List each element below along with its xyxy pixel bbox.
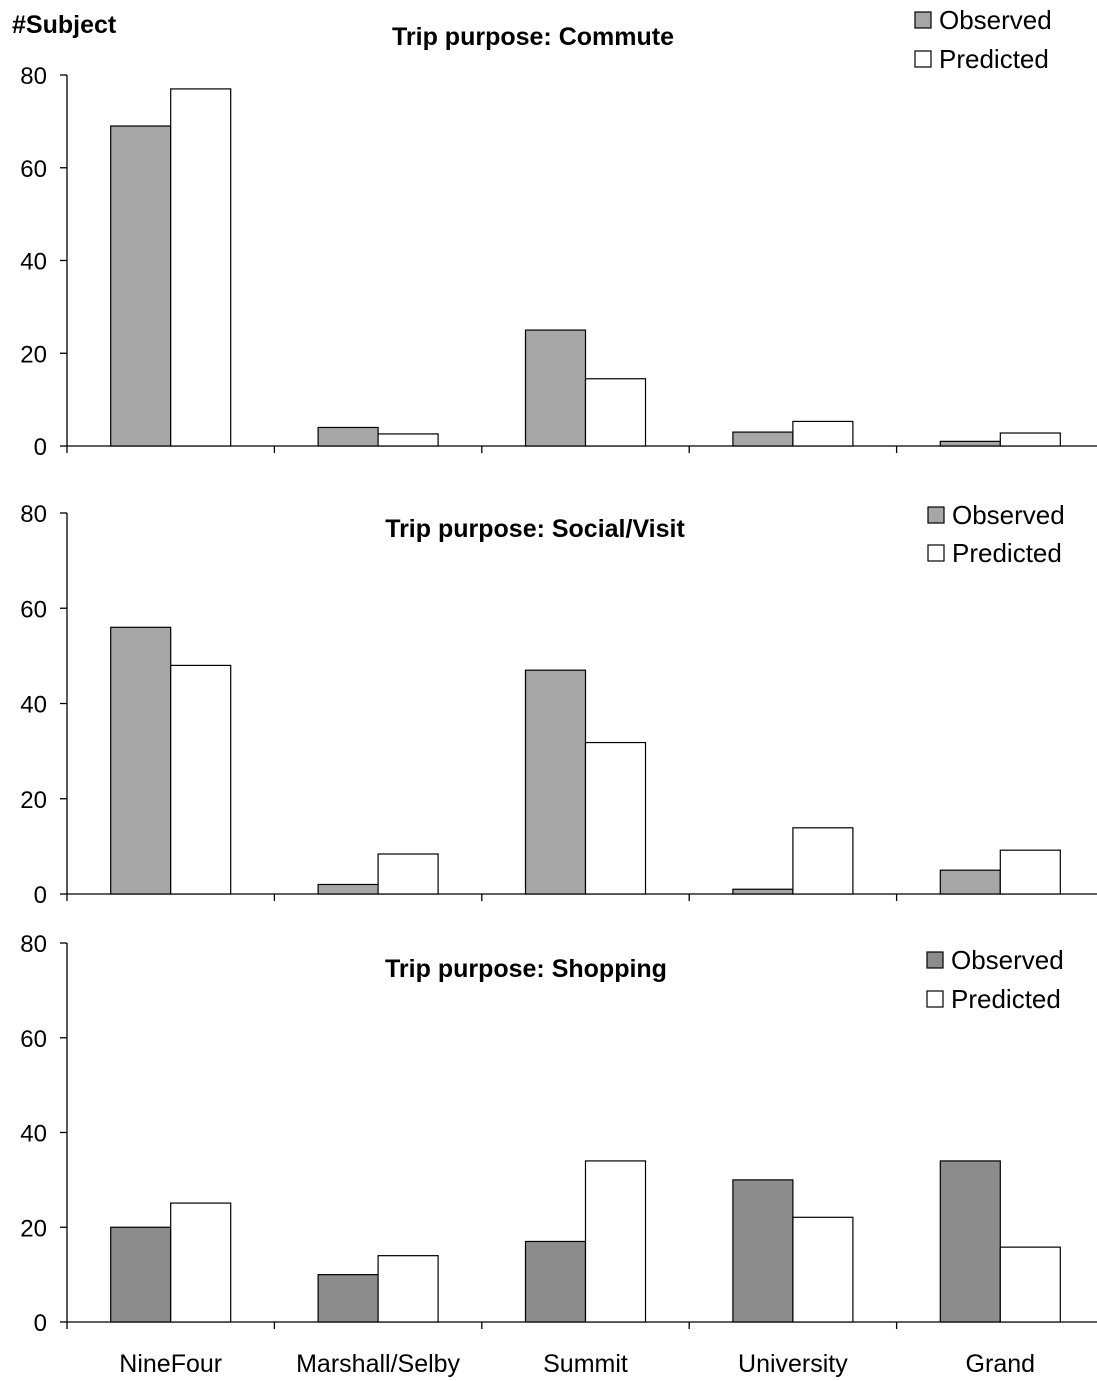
- x-tick-label: University: [738, 1350, 848, 1378]
- legend-label-observed: Observed: [952, 500, 1065, 530]
- bar-predicted-marshall-selby: [377, 1255, 439, 1323]
- y-tick-label: 20: [20, 1215, 47, 1242]
- legend-swatch-predicted: [927, 544, 945, 562]
- legend-label-predicted: Predicted: [939, 44, 1049, 74]
- y-tick-label: 20: [20, 787, 47, 814]
- bar-predicted-ninefour: [170, 88, 232, 447]
- y-tick-label: 80: [20, 63, 47, 90]
- bar-predicted-summit: [584, 378, 647, 447]
- legend: Observed Predicted: [926, 945, 1064, 1014]
- legend-swatch-observed: [914, 11, 932, 29]
- legend-swatch-observed: [926, 951, 944, 969]
- chart-panel-1: 0 20 40 60 80 Trip purpose: Commute Observed Pr…: [20, 5, 1097, 461]
- legend-swatch-predicted: [914, 50, 932, 68]
- y-tick-label: 40: [20, 1121, 47, 1148]
- legend: Observed Predicted: [927, 500, 1065, 568]
- legend-label-predicted: Predicted: [952, 538, 1062, 568]
- bar-observed-university: [732, 431, 794, 447]
- bar-observed-summit: [524, 329, 587, 447]
- bar-predicted-marshall-selby: [377, 853, 439, 895]
- bar-observed-ninefour: [110, 626, 172, 895]
- bar-observed-grand: [939, 440, 1001, 447]
- y-tick-label: 60: [20, 1026, 47, 1053]
- bar-predicted-summit: [584, 1160, 647, 1323]
- bar-predicted-ninefour: [170, 664, 232, 895]
- legend-label-observed: Observed: [951, 945, 1064, 975]
- y-tick-label: 0: [34, 882, 47, 909]
- bar-observed-university: [732, 888, 794, 895]
- bar-predicted-summit: [584, 741, 647, 895]
- bar-predicted-university: [792, 1216, 854, 1323]
- bar-observed-summit: [524, 1240, 587, 1323]
- bar-observed-grand: [939, 1160, 1001, 1323]
- x-tick-label: Summit: [543, 1350, 628, 1378]
- y-tick-label: 80: [20, 501, 47, 528]
- bar-predicted-ninefour: [170, 1202, 232, 1323]
- bar-observed-ninefour: [110, 125, 172, 447]
- chart-title: Trip purpose: Social/Visit: [385, 515, 685, 543]
- y-tick-label: 60: [20, 156, 47, 183]
- y-axis-label: #Subject: [12, 11, 117, 39]
- chart-panel-3: 0 20 40 60 80 Trip purpose: Shopping Observed P…: [20, 931, 1097, 1337]
- x-tick-label: NineFour: [119, 1350, 222, 1378]
- bar-observed-university: [732, 1179, 794, 1323]
- x-tick-label: Grand: [966, 1350, 1035, 1378]
- legend: Observed Predicted: [914, 5, 1052, 74]
- y-tick-label: 40: [20, 692, 47, 719]
- y-tick-label: 20: [20, 341, 47, 368]
- bar-predicted-grand: [999, 1246, 1061, 1323]
- bar-predicted-grand: [999, 432, 1061, 447]
- bar-observed-ninefour: [110, 1226, 172, 1323]
- y-tick-label: 0: [34, 434, 47, 461]
- y-tick-label: 80: [20, 931, 47, 958]
- y-tick-label: 40: [20, 249, 47, 276]
- y-tick-label: 0: [34, 1310, 47, 1337]
- x-tick-label: Marshall/Selby: [296, 1350, 460, 1378]
- bar-predicted-university: [792, 827, 854, 895]
- bar-observed-marshall-selby: [317, 426, 379, 447]
- legend-swatch-observed: [927, 506, 945, 524]
- legend-swatch-predicted: [926, 990, 944, 1008]
- y-tick-label: 60: [20, 596, 47, 623]
- legend-label-predicted: Predicted: [951, 984, 1061, 1014]
- bar-observed-marshall-selby: [317, 1274, 379, 1323]
- legend-label-observed: Observed: [939, 5, 1052, 35]
- chart-title: Trip purpose: Shopping: [385, 955, 667, 983]
- bar-observed-summit: [524, 669, 587, 895]
- bar-observed-grand: [939, 869, 1001, 895]
- bar-observed-marshall-selby: [317, 883, 379, 895]
- bar-predicted-marshall-selby: [377, 433, 439, 447]
- chart-title: Trip purpose: Commute: [392, 23, 674, 51]
- bar-predicted-university: [792, 420, 854, 447]
- bar-predicted-grand: [999, 849, 1061, 895]
- chart-panel-2: 0 20 40 60 80 Trip purpose: Social/Visit Obser…: [20, 500, 1097, 909]
